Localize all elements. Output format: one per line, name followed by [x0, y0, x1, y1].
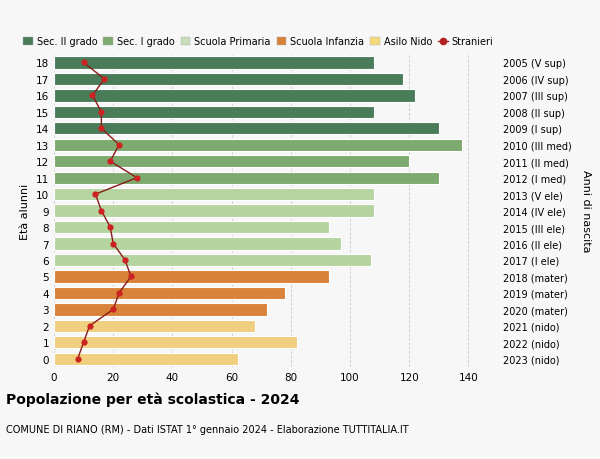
Bar [54, 189, 374, 201]
Bar [54, 123, 439, 135]
Bar [54, 336, 297, 349]
Bar [54, 303, 267, 316]
Text: Popolazione per età scolastica - 2024: Popolazione per età scolastica - 2024 [6, 392, 299, 406]
Y-axis label: Anni di nascita: Anni di nascita [581, 170, 591, 252]
Bar [54, 90, 415, 102]
Bar [54, 205, 374, 217]
Bar [54, 172, 439, 185]
Bar [54, 320, 255, 332]
Legend: Sec. II grado, Sec. I grado, Scuola Primaria, Scuola Infanzia, Asilo Nido, Stran: Sec. II grado, Sec. I grado, Scuola Prim… [23, 37, 493, 47]
Bar [54, 73, 403, 86]
Y-axis label: Età alunni: Età alunni [20, 183, 31, 239]
Bar [54, 271, 329, 283]
Bar [54, 287, 285, 299]
Text: COMUNE DI RIANO (RM) - Dati ISTAT 1° gennaio 2024 - Elaborazione TUTTITALIA.IT: COMUNE DI RIANO (RM) - Dati ISTAT 1° gen… [6, 424, 409, 434]
Bar [54, 221, 329, 234]
Bar [54, 238, 341, 250]
Bar [54, 156, 409, 168]
Bar [54, 353, 238, 365]
Bar [54, 254, 371, 267]
Bar [54, 139, 463, 151]
Bar [54, 106, 374, 119]
Bar [54, 57, 374, 69]
